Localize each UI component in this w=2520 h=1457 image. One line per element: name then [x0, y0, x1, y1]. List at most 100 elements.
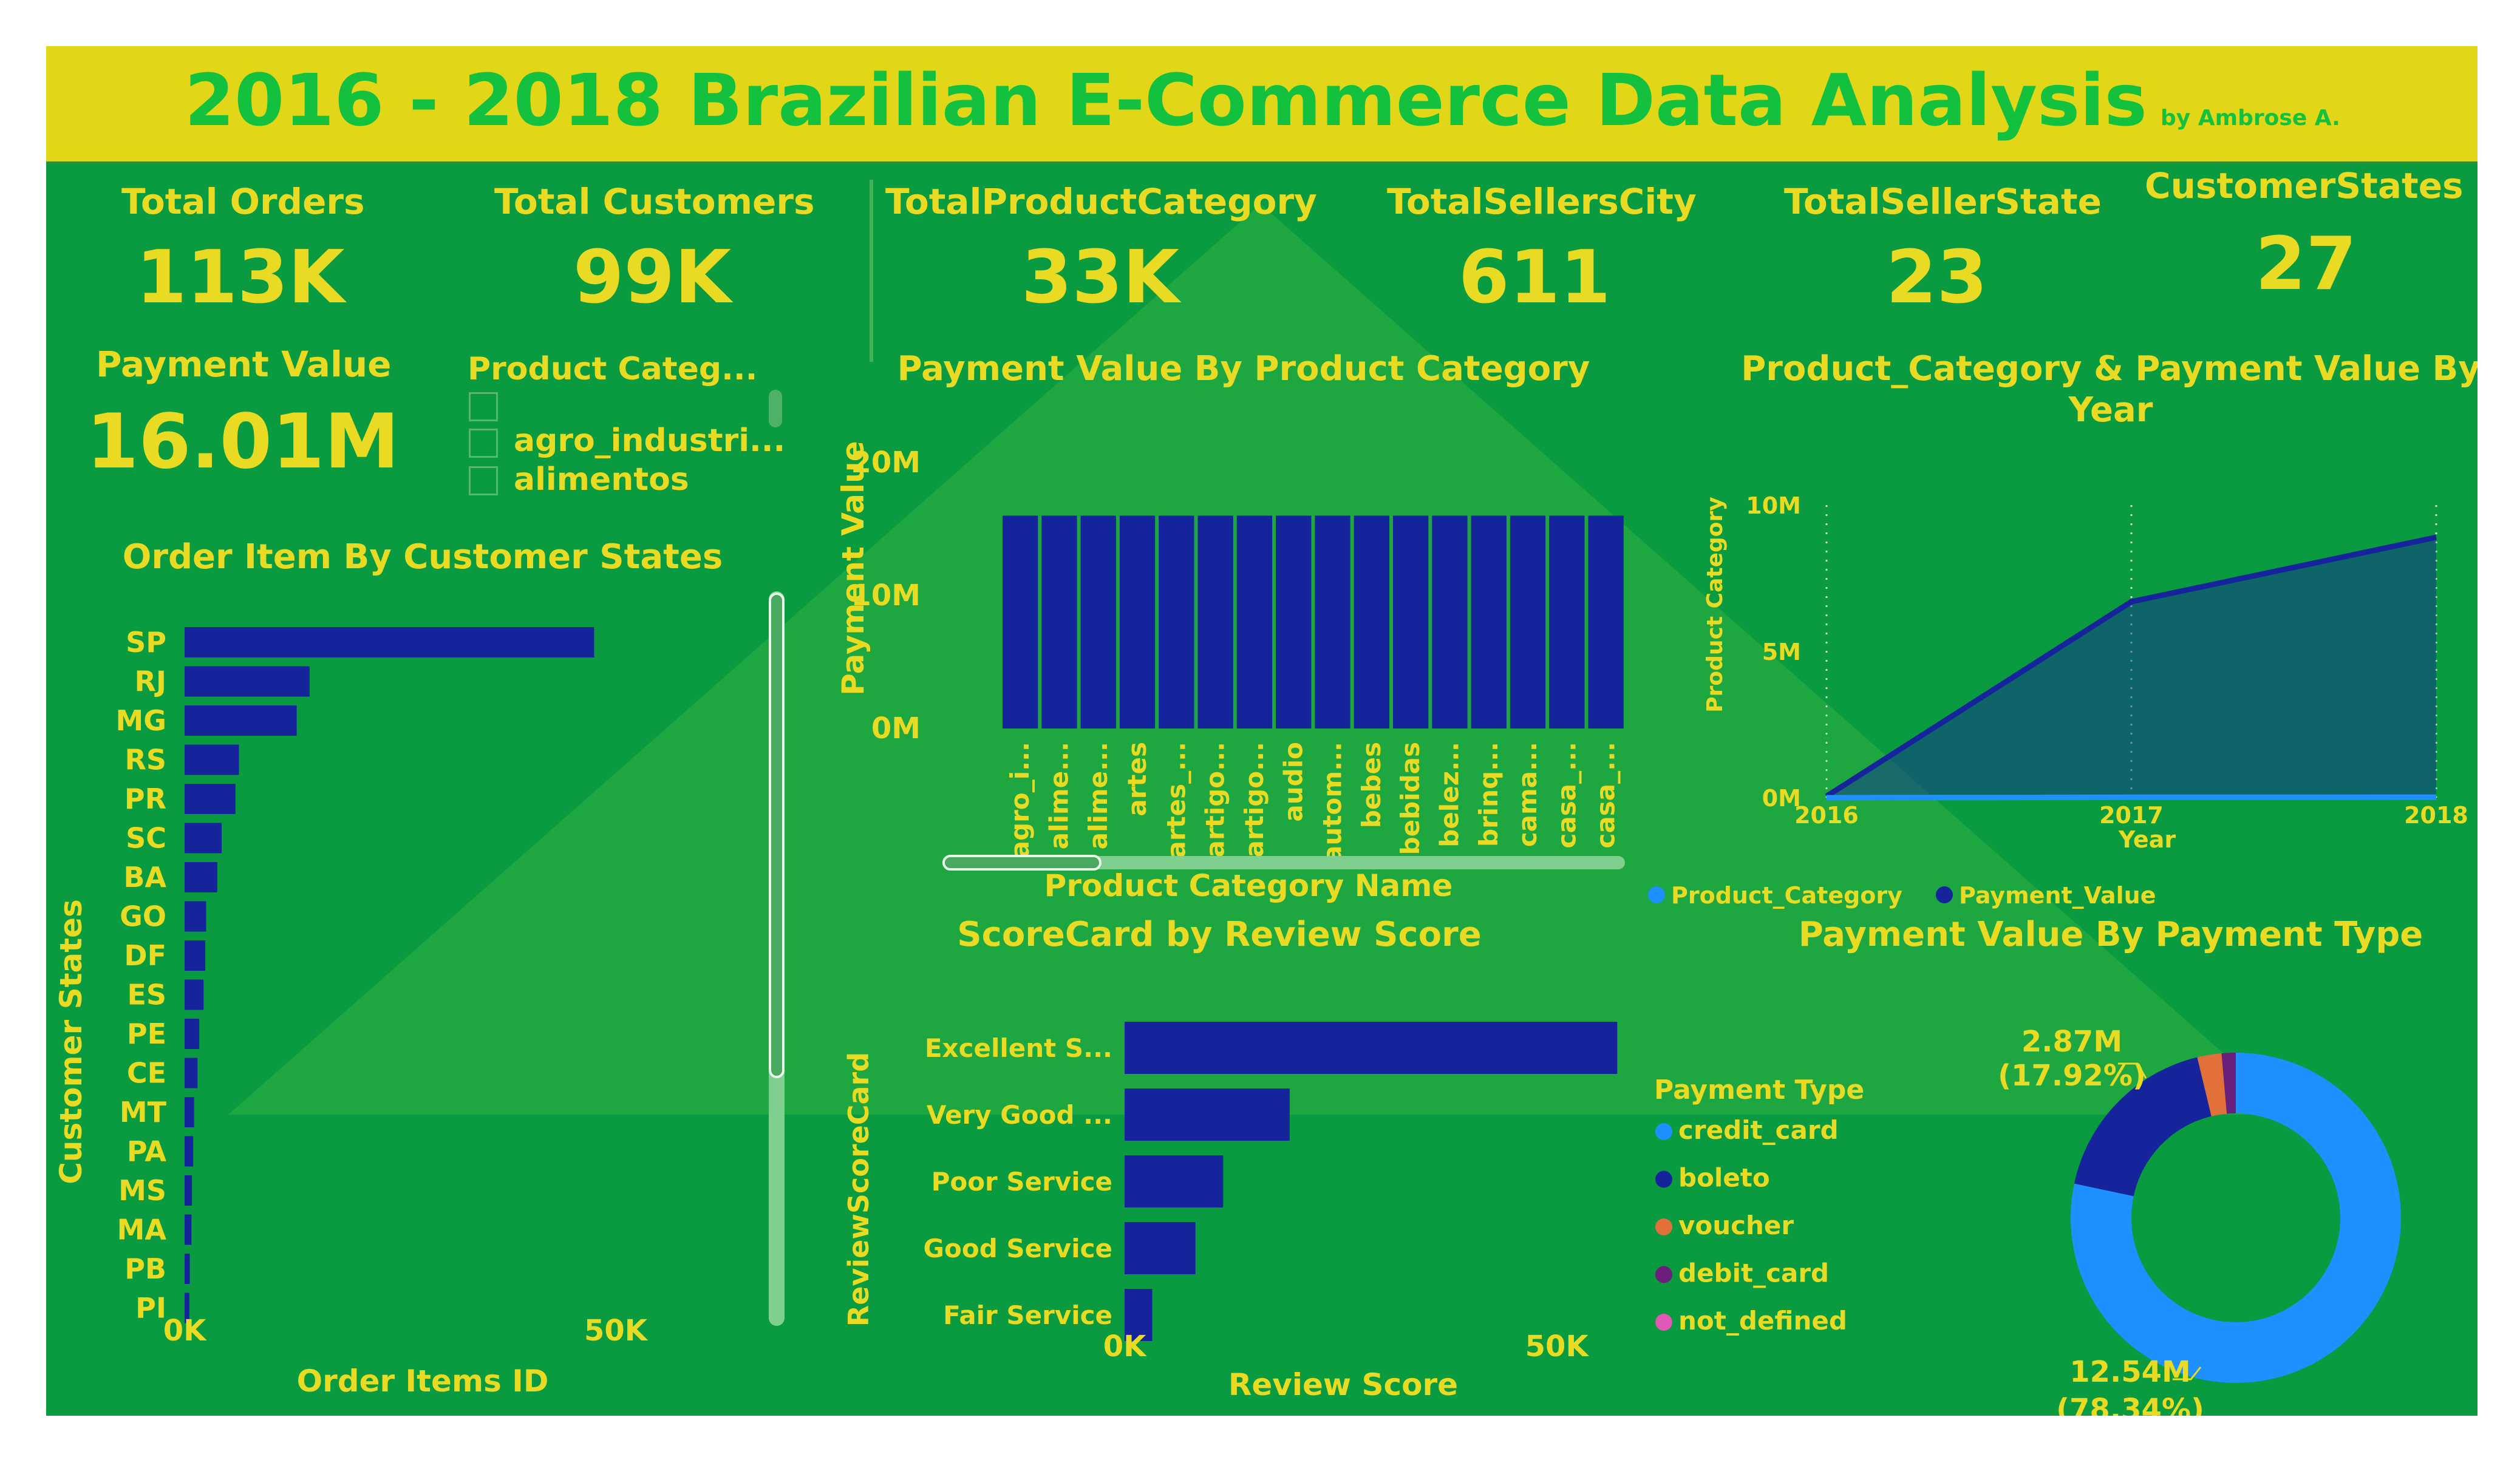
slicer-checkbox-empty[interactable] [469, 392, 498, 421]
product-x-tick: cama... [1513, 742, 1542, 847]
states-bar-MG[interactable] [185, 705, 297, 736]
product-bar[interactable] [1432, 515, 1468, 728]
product-bar[interactable] [1159, 515, 1194, 728]
yearly-x-tick: 2017 [2099, 802, 2164, 829]
product-bar[interactable] [1236, 515, 1273, 728]
payment-legend-label[interactable]: voucher [1678, 1211, 1794, 1240]
states-bar-BA[interactable] [185, 862, 217, 892]
states-tick-MA: MA [117, 1214, 167, 1246]
states-tick-RS: RS [124, 744, 166, 776]
product-bar[interactable] [1003, 515, 1038, 728]
payment-legend-swatch [1655, 1218, 1672, 1235]
product-x-tick: artigo... [1200, 742, 1230, 857]
states-bar-SC[interactable] [185, 823, 222, 854]
states-bar-MT[interactable] [185, 1097, 194, 1127]
yearly-y-tick: 5M [1762, 639, 1801, 665]
product-x-tick: alime... [1044, 742, 1074, 849]
review-bar[interactable] [1125, 1022, 1618, 1074]
states-bar-SP[interactable] [185, 627, 594, 657]
payment-type-chart-title: Payment Value By Payment Type [1799, 915, 2423, 954]
payment-legend-label[interactable]: credit_card [1678, 1115, 1839, 1145]
kpi-total-customers-label: Total Customers [494, 181, 815, 222]
product-bar[interactable] [1276, 515, 1312, 728]
product-bar[interactable] [1315, 515, 1350, 728]
yearly-legend-label[interactable]: Product_Category [1671, 882, 1902, 909]
product-chart-scrollbar[interactable] [942, 856, 1625, 869]
states-x-tick: 50K [584, 1314, 649, 1348]
product-bar[interactable] [1393, 515, 1429, 728]
slicer-checkbox-alimentos[interactable] [469, 466, 498, 495]
donut-slice-boleto[interactable] [2074, 1057, 2212, 1197]
review-x-tick: 50K [1525, 1330, 1590, 1364]
payment-legend-label[interactable]: not_defined [1678, 1306, 1847, 1336]
states-bar-PA[interactable] [185, 1136, 194, 1167]
product-bar[interactable] [1549, 515, 1585, 728]
product-bar[interactable] [1197, 515, 1233, 728]
kpi-total-sellers-city-value: 611 [1459, 236, 1611, 320]
product-bar[interactable] [1119, 515, 1156, 728]
states-bar-MA[interactable] [185, 1214, 192, 1245]
product-x-tick: bebes [1357, 742, 1386, 828]
product-bar[interactable] [1471, 515, 1507, 728]
review-bar[interactable] [1125, 1222, 1196, 1274]
states-bar-PE[interactable] [185, 1019, 200, 1049]
donut-label-credit-card-value: 12.54M [2069, 1355, 2191, 1389]
kpi-total-seller-state-value: 23 [1886, 236, 1987, 320]
dashboard-canvas: 2016 - 2018 Brazilian E-Commerce Data An… [46, 46, 2477, 1416]
states-tick-MG: MG [115, 704, 166, 737]
product-bar[interactable] [1080, 515, 1116, 728]
payment-legend-label[interactable]: boleto [1678, 1163, 1770, 1193]
yearly-line-Payment_Value[interactable] [1825, 534, 2437, 799]
states-bar-RJ[interactable] [185, 666, 310, 697]
payment-legend-swatch [1655, 1123, 1672, 1140]
product-bar[interactable] [1041, 515, 1077, 728]
states-tick-CE: CE [127, 1057, 166, 1090]
states-tick-ES: ES [127, 979, 166, 1011]
slicer-checkbox-agro[interactable] [469, 429, 498, 458]
product-chart-scroll-thumb[interactable] [942, 855, 1102, 871]
states-bar-RS[interactable] [185, 744, 239, 775]
yearly-legend-swatch [1936, 886, 1953, 903]
donut-label-credit-card-pct: (78.34%) [2056, 1393, 2204, 1416]
product-y-tick: 0M [871, 712, 921, 745]
donut-slice-credit_card[interactable] [2071, 1053, 2401, 1383]
review-bar[interactable] [1125, 1289, 1153, 1341]
states-bar-PI[interactable] [185, 1292, 189, 1323]
payment-type-donut-chart: Payment Value By Payment Type Payment Ty… [1654, 915, 2423, 1416]
donut-slice-voucher[interactable] [2197, 1053, 2227, 1116]
review-bar[interactable] [1125, 1155, 1224, 1207]
states-x-axis-label: Order Items ID [297, 1364, 549, 1399]
kpi-separator [870, 180, 873, 362]
review-x-tick: 0K [1103, 1330, 1147, 1364]
yearly-line-Product_Category[interactable] [1826, 794, 2437, 801]
donut-slice-debit_card[interactable] [2221, 1053, 2236, 1114]
donut-leader-credit-card [2173, 1367, 2202, 1381]
kpi-customer-states-value: 27 [2255, 222, 2357, 307]
states-bar-GO[interactable] [185, 901, 206, 932]
states-bar-PR[interactable] [185, 784, 236, 814]
slicer-item-agro[interactable]: agro_industri... [514, 423, 786, 459]
yearly-legend-label[interactable]: Payment_Value [1959, 882, 2156, 909]
product-x-tick: artes_... [1161, 742, 1191, 858]
states-chart-scroll-thumb[interactable] [769, 593, 785, 1078]
states-bar-PB[interactable] [185, 1254, 190, 1284]
product-x-tick: audio [1278, 742, 1308, 822]
product-bar[interactable] [1354, 515, 1389, 728]
product-bar[interactable] [1588, 515, 1624, 728]
states-bar-ES[interactable] [185, 979, 204, 1010]
states-y-axis-label: Customer States [53, 899, 89, 1184]
product-bar[interactable] [1510, 515, 1546, 728]
review-bar[interactable] [1125, 1089, 1290, 1141]
slicer-item-alimentos[interactable]: alimentos [514, 461, 689, 498]
states-bar-CE[interactable] [185, 1058, 198, 1089]
states-bar-MS[interactable] [185, 1175, 192, 1206]
payment-value-kpi: 16.01M [86, 398, 400, 486]
product-x-tick: bebidas [1395, 742, 1425, 855]
payment-type-donut: 12.54M(78.34%)2.87M(17.92%) [1998, 1025, 2401, 1416]
slicer-scrollbar[interactable] [769, 390, 782, 427]
payment-legend-label[interactable]: debit_card [1678, 1258, 1829, 1288]
states-tick-BA: BA [123, 861, 166, 894]
states-bar-DF[interactable] [185, 940, 206, 971]
